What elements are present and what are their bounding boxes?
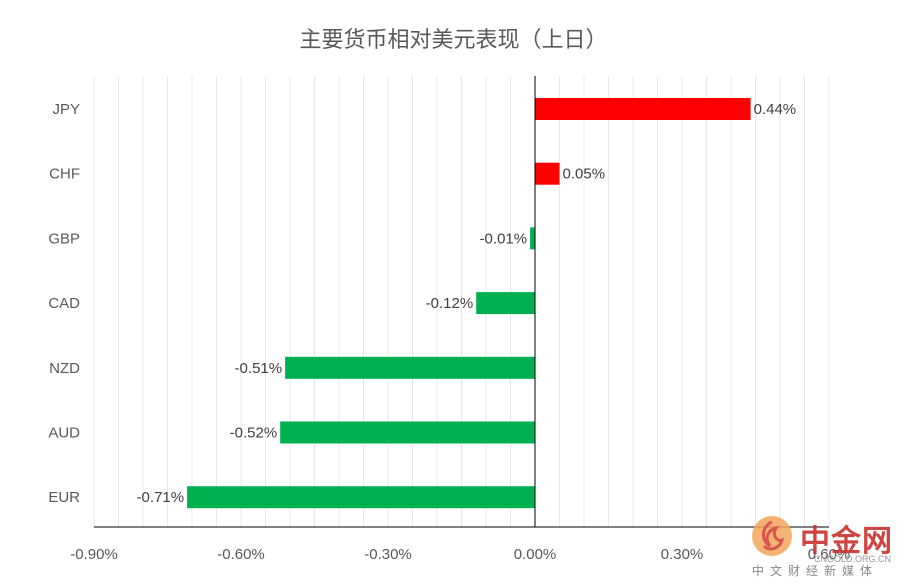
x-tick-label: 0.60% (808, 546, 851, 563)
category-label: AUD (48, 425, 80, 442)
watermark-domain: CNGOLD.ORG.CN (814, 554, 892, 564)
bar-gbp (530, 227, 535, 250)
bar-cad (476, 292, 535, 315)
watermark: 中金网 CNGOLD.ORG.CN 中文财经新媒体 (750, 512, 900, 582)
data-label: -0.12% (426, 295, 474, 312)
data-label: 0.44% (754, 101, 797, 118)
category-label: CHF (49, 166, 80, 183)
chart-title: 主要货币相对美元表现（上日） (299, 28, 608, 53)
x-tick-label: -0.90% (70, 546, 118, 563)
bar-chf (535, 162, 560, 185)
data-label: -0.52% (230, 425, 278, 442)
x-tick-label: -0.30% (364, 546, 412, 563)
data-label: -0.51% (235, 360, 283, 377)
watermark-subtitle: 中文财经新媒体 (752, 564, 879, 578)
gridlines (93, 76, 830, 527)
data-label: 0.05% (563, 166, 606, 183)
category-label: NZD (49, 360, 80, 377)
bar-eur (187, 486, 535, 509)
x-tick-label: -0.60% (217, 546, 265, 563)
flame-swirl-icon (752, 516, 792, 556)
category-label: GBP (48, 230, 80, 247)
x-tick-label: 0.00% (514, 546, 557, 563)
category-label: CAD (48, 295, 80, 312)
labels: JPY 0.44% CHF 0.05% GBP -0.01% CAD -0.12% NZD -0.… (48, 101, 850, 563)
category-label: JPY (52, 101, 80, 118)
axes (94, 76, 829, 528)
bar-jpy (535, 98, 751, 120)
bars (187, 98, 751, 509)
bar-nzd (285, 356, 535, 379)
bar-aud (280, 421, 535, 444)
x-tick-label: 0.30% (661, 546, 704, 563)
category-label: EUR (48, 489, 80, 506)
watermark-name: 中金网 (800, 524, 893, 559)
data-label: -0.01% (480, 230, 528, 247)
data-label: -0.71% (137, 489, 185, 506)
